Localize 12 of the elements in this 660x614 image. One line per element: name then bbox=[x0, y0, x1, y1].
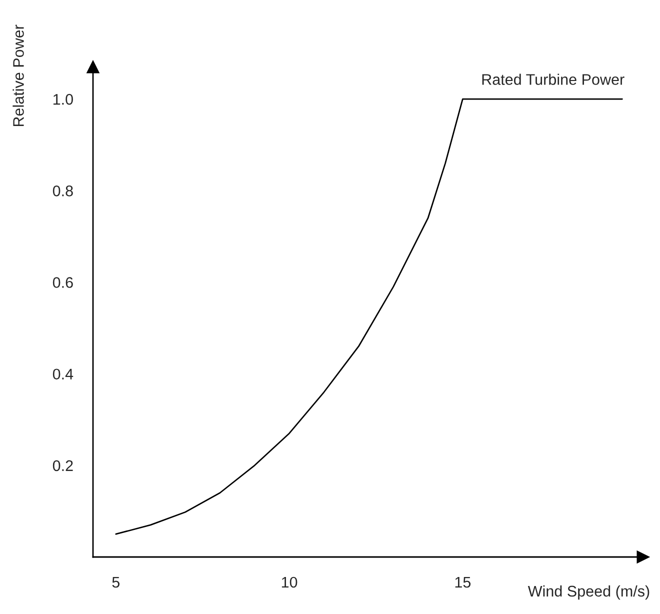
y-tick-label: 0.4 bbox=[52, 368, 74, 380]
y-axis-title: Relative Power bbox=[12, 24, 24, 126]
y-tick-label: 0.6 bbox=[52, 277, 73, 288]
x-axis-title: Wind Speed (m/s) bbox=[528, 585, 650, 600]
y-tick-label: 1.0 bbox=[53, 94, 73, 105]
y-tick-label: 0.2 bbox=[52, 460, 73, 472]
x-tick-label: 5 bbox=[112, 577, 120, 588]
y-tick-label: 0.8 bbox=[52, 186, 73, 196]
annotation: Rated Turbine Power bbox=[482, 74, 624, 85]
x-tick-label: 15 bbox=[455, 577, 471, 588]
line-series bbox=[115, 98, 623, 535]
x-tick-label: 10 bbox=[282, 576, 298, 588]
